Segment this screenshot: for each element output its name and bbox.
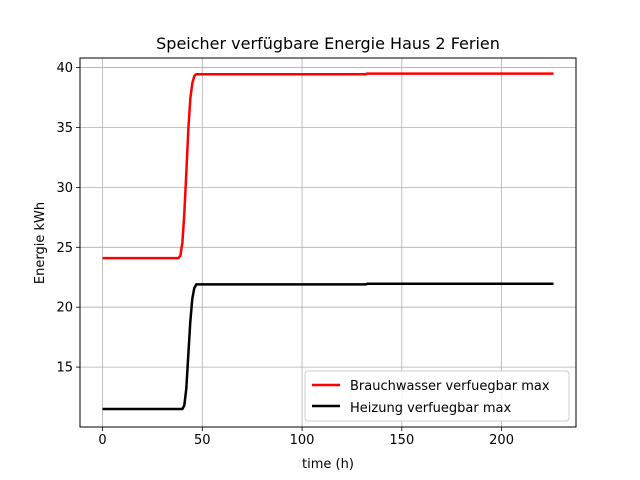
legend-label-brauchwasser: Brauchwasser verfuegbar max [350,379,550,394]
plot-frame [79,57,577,428]
y-tick-label: 25 [56,241,73,256]
x-tick-label: 200 [489,433,514,448]
y-tick-label: 20 [56,301,73,316]
y-tick-label: 15 [56,361,73,376]
y-tick-label: 30 [56,181,73,196]
legend: Brauchwasser verfuegbar max Heizung verf… [304,370,570,422]
x-tick-label: 150 [389,433,414,448]
series-line-brauchwasser [102,72,554,260]
x-tick-label: 100 [290,433,315,448]
y-axis: 15 20 25 30 35 40 [56,61,80,376]
y-axis-label: Energie kWh [33,202,48,284]
series-layer [102,72,554,411]
legend-box [304,370,570,422]
grid [80,58,576,427]
x-axis-label: time (h) [302,457,354,472]
y-tick-label: 35 [56,121,73,136]
series-line-heizung [102,282,554,411]
x-axis: 0 50 100 150 200 [98,427,514,448]
legend-label-heizung: Heizung verfuegbar max [350,401,511,416]
x-tick-label: 0 [98,433,106,448]
y-tick-label: 40 [56,61,73,76]
chart-title: Speicher verfügbare Energie Haus 2 Ferie… [156,34,500,53]
x-tick-label: 50 [194,433,211,448]
